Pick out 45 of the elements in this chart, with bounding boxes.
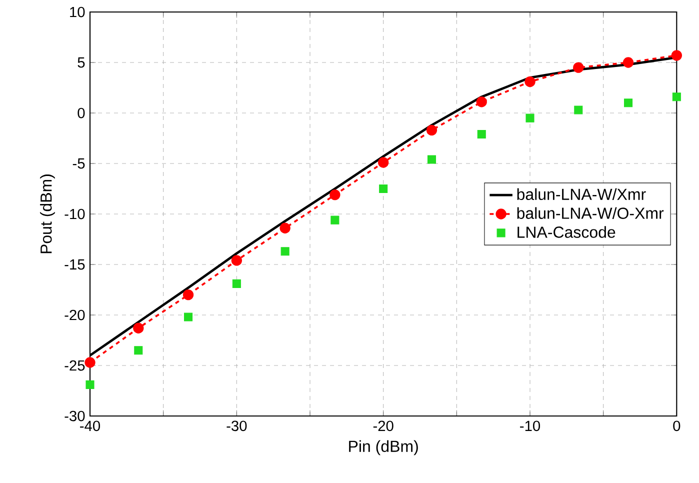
point: [232, 279, 241, 288]
y-tick-label: -5: [72, 158, 85, 169]
x-tick-label: -30: [226, 420, 247, 432]
y-axis-title: Pout (dBm): [40, 174, 55, 254]
point: [330, 189, 340, 200]
y-tick-label: 5: [78, 57, 85, 68]
point: [622, 57, 634, 68]
point: [280, 222, 290, 234]
y-tick-label: 10: [70, 6, 85, 18]
point: [86, 380, 94, 389]
point: [671, 50, 682, 61]
point: [476, 96, 487, 108]
x-tick-label: -40: [80, 420, 100, 432]
point: [624, 98, 633, 108]
point: [427, 155, 436, 164]
x-axis-title: Pin (dBm): [349, 440, 418, 456]
point: [330, 216, 340, 224]
x-tick-label: 0: [673, 420, 680, 432]
y-tick-label: -20: [64, 310, 85, 320]
point: [84, 357, 96, 368]
point: [134, 346, 143, 355]
y-tick-label: -15: [64, 259, 85, 270]
point: [280, 247, 290, 256]
x-tick-label: -20: [373, 420, 394, 432]
point: [231, 255, 242, 266]
y-tick-label: -10: [64, 208, 85, 220]
x-tick-label: -10: [520, 420, 540, 432]
point: [184, 312, 193, 322]
legend-label: LNA-Cascode: [518, 226, 616, 238]
point: [133, 322, 144, 334]
point: [378, 157, 389, 168]
point: [672, 92, 681, 102]
y-tick-label: 0: [78, 108, 85, 118]
point: [526, 114, 534, 122]
point: [574, 106, 583, 114]
point: [426, 124, 438, 136]
point: [524, 76, 536, 88]
legend-label: balun-LNA-W/O-Xmr: [517, 207, 664, 219]
legend-label: balun-LNA-W/Xmr: [517, 188, 646, 200]
y-tick-label: -30: [64, 410, 85, 422]
point: [573, 62, 584, 73]
point: [477, 130, 486, 138]
point: [379, 184, 388, 194]
y-tick-label: -25: [64, 360, 85, 371]
point: [182, 289, 194, 300]
